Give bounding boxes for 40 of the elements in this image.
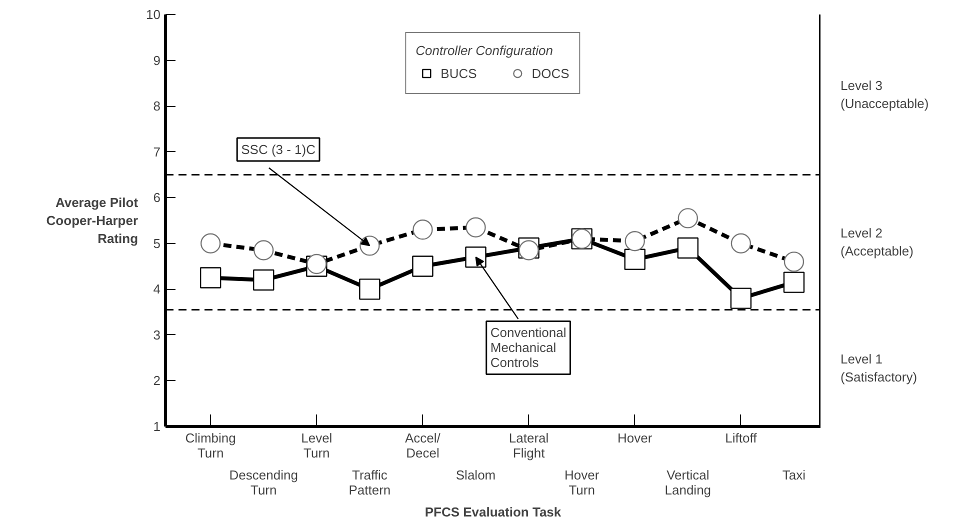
y-tick-label: 5 <box>153 236 161 251</box>
x-tick-label: Level Turn <box>301 430 332 460</box>
text: Level 1 (Satisfactory) <box>840 352 918 385</box>
text: Level 3 (Unacceptable) <box>840 78 929 112</box>
x-tick-label: Liftoff <box>725 430 758 446</box>
point <box>359 278 380 300</box>
y-tick-label: 4 <box>153 282 161 297</box>
x-axis-title: PFCS Evaluation Task <box>424 504 562 520</box>
text: Level 2 (Acceptable) <box>840 226 914 259</box>
point <box>253 269 274 291</box>
x-tick-label: Lateral Flight <box>508 430 549 460</box>
y-tick-label: 6 <box>153 190 161 206</box>
annotation: Conventional Mechanical Controls <box>490 325 566 370</box>
x-tick-label: Climbing Turn <box>185 430 236 460</box>
x-tick-label: Vertical Landing <box>664 468 712 498</box>
y-tick-label: 2 <box>153 373 161 388</box>
y-tick-label: 1 <box>153 419 161 434</box>
annotation: SSC (3 - 1)C <box>241 142 316 157</box>
x-tick-label: Taxi <box>782 468 806 482</box>
legend-title: Controller Configuration <box>416 43 554 58</box>
point <box>624 248 646 270</box>
point <box>730 288 752 309</box>
point <box>783 272 805 293</box>
x-tick-label: Descending Turn <box>229 468 298 498</box>
y-tick-label: 10 <box>146 7 161 22</box>
y-axis-title: Average Pilot Cooper-Harper Rating <box>46 195 139 246</box>
point <box>677 237 699 259</box>
x-tick-label: Hover Turn <box>564 468 600 498</box>
point <box>200 267 222 288</box>
x-tick-label: Slalom <box>456 468 496 482</box>
x-tick-label: Traffic Pattern <box>348 468 391 498</box>
y-tick-label: 8 <box>153 98 161 114</box>
legend-label: BUCS <box>440 66 477 80</box>
legend-label: DOCS <box>532 66 570 80</box>
y-tick-label: 9 <box>153 52 161 68</box>
x-tick-label: Hover <box>618 430 653 446</box>
x-tick-label: Accel/ Decel <box>405 430 441 460</box>
point <box>412 256 434 277</box>
y-tick-label: 3 <box>153 327 161 342</box>
y-tick-label: 7 <box>153 144 161 160</box>
